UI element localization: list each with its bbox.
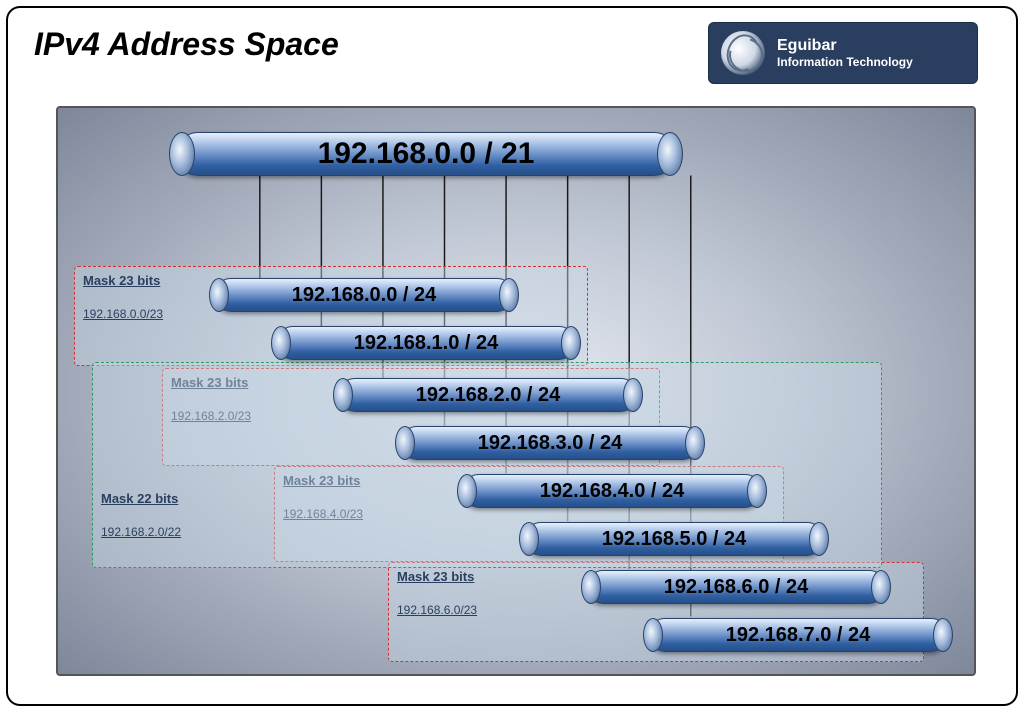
logo-text: Eguibar Information Technology — [777, 37, 913, 69]
cylinder-cap-icon — [519, 522, 539, 556]
subnet-cylinder: 192.168.1.0 / 24 — [276, 326, 576, 360]
root-label: 192.168.0.0 / 21 — [318, 137, 535, 171]
cylinder-cap-icon — [933, 618, 953, 652]
page-title: IPv4 Address Space — [34, 26, 339, 63]
subnet-label: 192.168.2.0 / 24 — [416, 384, 561, 407]
subnet-label: 192.168.3.0 / 24 — [478, 432, 623, 455]
mask-title: Mask 23 bits — [83, 273, 160, 288]
cylinder-cap-icon — [871, 570, 891, 604]
cylinder-cap-icon — [333, 378, 353, 412]
mask-subnet: 192.168.2.0/22 — [101, 525, 181, 539]
mask-subnet: 192.168.6.0/23 — [397, 603, 477, 617]
root-subnet: 192.168.0.0 / 21 — [176, 132, 676, 176]
subnet-label: 192.168.0.0 / 24 — [292, 284, 437, 307]
cylinder-cap-icon — [209, 278, 229, 312]
subnet-label: 192.168.4.0 / 24 — [540, 480, 685, 503]
cylinder-cap-icon — [457, 474, 477, 508]
logo-line2: Information Technology — [777, 55, 913, 69]
logo: Eguibar Information Technology — [708, 22, 978, 84]
cylinder-cap-icon — [623, 378, 643, 412]
mask-subnet: 192.168.0.0/23 — [83, 307, 163, 321]
cylinder-cap-icon — [395, 426, 415, 460]
swirl-icon — [721, 31, 765, 75]
subnet-cylinder: 192.168.5.0 / 24 — [524, 522, 824, 556]
cylinder-cap-icon — [685, 426, 705, 460]
cylinder-cap-icon — [809, 522, 829, 556]
subnet-cylinder: 192.168.4.0 / 24 — [462, 474, 762, 508]
subnet-label: 192.168.5.0 / 24 — [602, 528, 747, 551]
diagram-panel: Mask 23 bits 192.168.0.0/23 Mask 23 bits 19… — [56, 106, 976, 676]
subnet-label: 192.168.7.0 / 24 — [726, 624, 871, 647]
cylinder-cap-icon — [747, 474, 767, 508]
cylinder-cap-icon — [581, 570, 601, 604]
slide-frame: IPv4 Address Space Eguibar Information T… — [6, 6, 1018, 706]
subnet-cylinder: 192.168.7.0 / 24 — [648, 618, 948, 652]
cylinder-cap-icon — [657, 132, 683, 176]
cylinder-cap-icon — [561, 326, 581, 360]
mask-title: Mask 23 bits — [397, 569, 474, 584]
subnet-cylinder: 192.168.3.0 / 24 — [400, 426, 700, 460]
cylinder-cap-icon — [499, 278, 519, 312]
subnet-label: 192.168.6.0 / 24 — [664, 576, 809, 599]
cylinder-cap-icon — [271, 326, 291, 360]
subnet-cylinder: 192.168.0.0 / 24 — [214, 278, 514, 312]
cylinder-cap-icon — [643, 618, 663, 652]
subnet-cylinder: 192.168.6.0 / 24 — [586, 570, 886, 604]
subnet-label: 192.168.1.0 / 24 — [354, 332, 499, 355]
mask-title: Mask 22 bits — [101, 491, 178, 506]
cylinder-cap-icon — [169, 132, 195, 176]
logo-line1: Eguibar — [777, 37, 913, 55]
subnet-cylinder: 192.168.2.0 / 24 — [338, 378, 638, 412]
